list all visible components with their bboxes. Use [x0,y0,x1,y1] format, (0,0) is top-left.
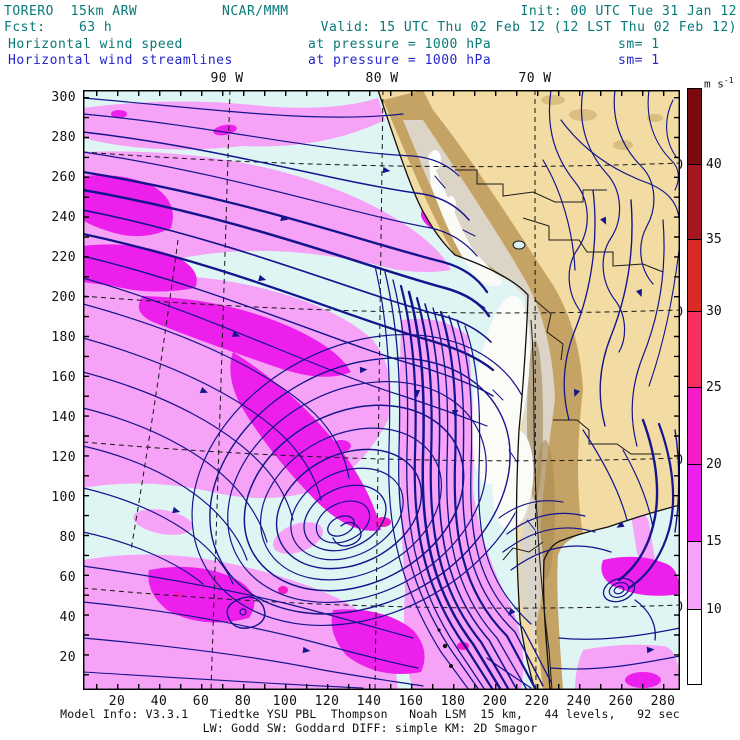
x-label-100: 100 [272,694,298,709]
field1-name: Horizontal wind speed [8,37,183,52]
colorbar-seg-30-35 [688,240,701,312]
wind-shade-20-25 [173,517,469,650]
init-time: Init: 00 UTC Tue 31 Jan 12 [520,4,737,19]
x-label-180: 180 [440,694,466,709]
center-name: NCAR/MMM [222,4,289,19]
plot-frame-ticks [83,90,680,690]
field2-smoothing: sm= 1 [618,53,660,68]
forecast-hour: Fcst: 63 h [4,20,113,35]
colorbar-seg-10-15 [688,542,701,610]
x-label-40: 40 [150,694,168,709]
y-label-180: 180 [51,330,76,345]
y-label-220: 220 [51,250,76,265]
colorbar-seg-gt40 [688,89,701,165]
colorbar-tick-35: 35 [706,232,722,247]
colorbar-tick-40: 40 [706,157,722,172]
colorbar-seg-lt10 [688,610,701,684]
lon-label-80w: 80 W [365,71,399,86]
streamlines-cyclonic-gyre [191,334,535,626]
x-label-220: 220 [524,694,550,709]
y-label-280: 280 [51,130,76,145]
x-label-200: 200 [482,694,508,709]
streamlines-se-vortex [498,418,680,641]
wind-speed-colorbar [687,88,702,685]
colorbar-seg-20-25 [688,388,701,465]
x-label-240: 240 [566,694,592,709]
wind-shade-15-20 [83,110,680,688]
physics-info-line: LW: Godd SW: Goddard DIFF: simple KM: 2D… [202,721,538,735]
field2-level: at pressure = 1000 hPa [308,53,492,68]
x-label-260: 260 [608,694,634,709]
x-label-60: 60 [192,694,210,709]
map-svg [83,90,680,690]
streamlines-gyre-feeders [83,303,350,585]
y-label-120: 120 [51,450,76,465]
x-label-140: 140 [356,694,382,709]
streamlines-fan [83,97,495,427]
valid-time: Valid: 15 UTC Thu 02 Feb 12 (12 LST Thu … [320,20,737,35]
y-label-300: 300 [51,90,76,105]
model-title: TORERO 15km ARW [4,4,138,19]
y-label-200: 200 [51,290,76,305]
streamlines-south-ocean [83,565,680,689]
y-label-80: 80 [59,530,76,545]
colorbar-seg-15-20 [688,465,701,542]
colorbar-unit: m s-1 [704,76,734,91]
y-label-160: 160 [51,370,76,385]
colorbar-tick-30: 30 [706,304,722,319]
x-label-120: 120 [314,694,340,709]
y-label-140: 140 [51,410,76,425]
y-label-40: 40 [59,610,76,625]
colorbar-seg-25-30 [688,312,701,388]
y-label-60: 60 [59,570,76,585]
x-label-160: 160 [398,694,424,709]
streamlines-land [434,90,680,531]
colorbar-tick-20: 20 [706,457,722,472]
field2-name: Horizontal wind streamlines [8,53,233,68]
y-label-20: 20 [59,650,76,665]
colorbar-tick-25: 25 [706,380,722,395]
lake-titicaca [512,240,526,250]
streamlines-coastal-jet [374,265,552,690]
lon-label-90w: 90 W [210,71,244,86]
lon-label-70w: 70 W [518,71,552,86]
y-label-260: 260 [51,170,76,185]
model-info-line: Model Info: V3.3.1 Tiedtke YSU PBL Thomp… [60,707,680,721]
x-label-80: 80 [234,694,252,709]
x-label-280: 280 [650,694,676,709]
colorbar-tick-10: 10 [706,602,722,617]
colorbar-tick-15: 15 [706,534,722,549]
coastal-islands [437,628,453,668]
colorbar-seg-35-40 [688,165,701,240]
field1-smoothing: sm= 1 [618,37,660,52]
x-label-20: 20 [108,694,126,709]
y-label-100: 100 [51,490,76,505]
field1-level: at pressure = 1000 hPa [308,37,492,52]
map-plot-area [83,90,680,690]
y-label-240: 240 [51,210,76,225]
